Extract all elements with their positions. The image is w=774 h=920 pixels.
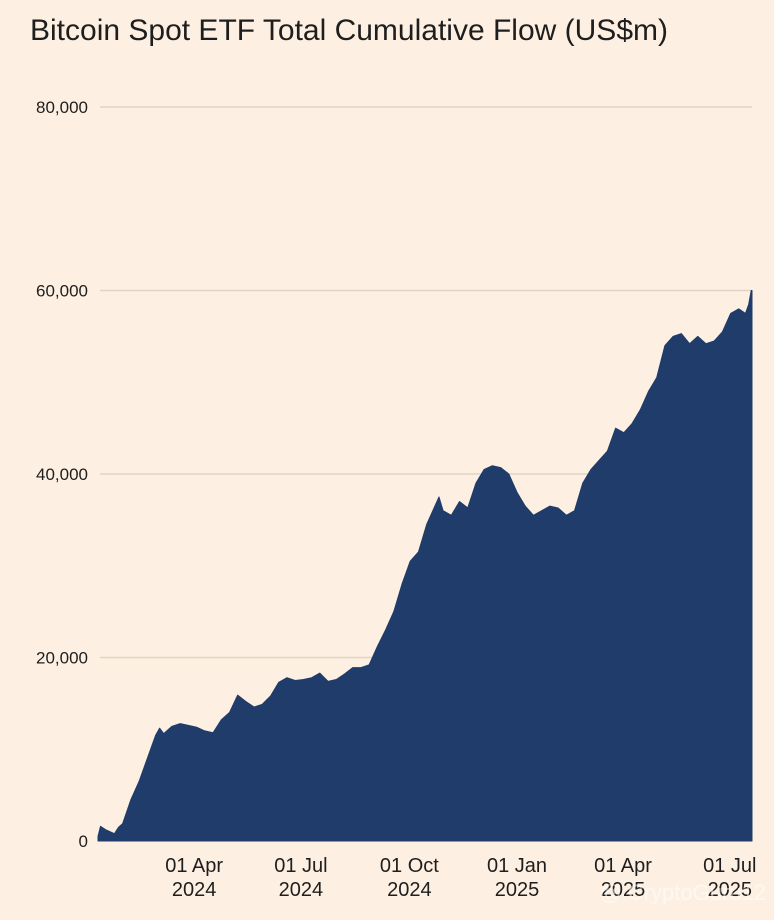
x-tick-label: 01 Oct 2024 xyxy=(380,855,439,901)
x-tick-label: 01 Jul 2025 xyxy=(703,855,756,901)
x-tick-label: 01 Jul 2024 xyxy=(274,855,327,901)
y-tick-label: 20,000 xyxy=(36,649,88,668)
series-area xyxy=(97,290,753,842)
watermark-text: @ CryptoGuru12 xyxy=(599,880,766,905)
cumulative-flow-area xyxy=(97,290,753,842)
x-axis: 01 Apr 2024 01 Jul 2024 01 Oct 2024 01 Jan 2025… xyxy=(165,855,756,901)
x-tick-label: 01 Apr 2024 xyxy=(165,855,223,901)
y-tick-label: 40,000 xyxy=(36,465,88,484)
x-tick-label: 01 Apr 2025 xyxy=(594,855,652,901)
x-tick-label: 01 Jan 2025 xyxy=(487,855,547,901)
y-axis: 0 20,000 40,000 60,000 80,000 xyxy=(36,98,88,851)
chart-title: Bitcoin Spot ETF Total Cumulative Flow (… xyxy=(30,14,668,47)
y-tick-label: 80,000 xyxy=(36,98,88,117)
y-tick-label: 0 xyxy=(79,832,88,851)
y-tick-label: 60,000 xyxy=(36,282,88,301)
